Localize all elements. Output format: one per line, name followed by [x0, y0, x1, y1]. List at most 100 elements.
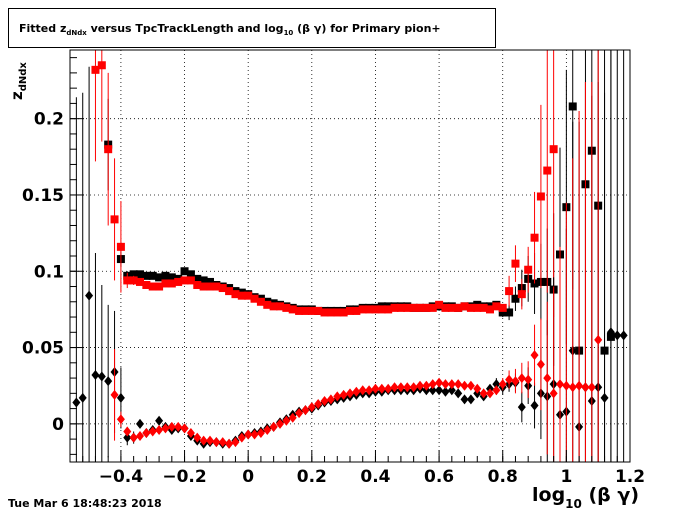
data-point-square — [148, 271, 157, 280]
y-label-main: z — [8, 91, 26, 100]
y-axis-label: zdNdx — [8, 50, 30, 100]
data-point-diamond — [435, 385, 444, 396]
data-point-diamond — [78, 392, 87, 403]
timestamp: Tue Mar 6 18:48:23 2018 — [8, 497, 162, 510]
data-point-square — [180, 267, 189, 276]
data-point-diamond — [473, 383, 482, 394]
data-point-square — [454, 303, 463, 312]
data-point-diamond — [136, 418, 144, 429]
data-point-square — [416, 303, 424, 312]
data-point-diamond — [549, 388, 558, 399]
data-point-diamond — [339, 389, 348, 400]
data-point-diamond — [454, 388, 463, 399]
data-point-square — [244, 291, 253, 300]
data-point-diamond — [167, 421, 176, 432]
data-point-square — [206, 282, 214, 291]
data-point-diamond — [123, 426, 132, 437]
data-point-square — [123, 276, 132, 285]
data-point-diamond — [174, 421, 183, 432]
data-point-square — [352, 306, 361, 315]
data-point-square — [129, 270, 138, 279]
data-point-diamond — [199, 435, 208, 446]
x-label-sub: 10 — [565, 497, 582, 511]
y-tick-label: 0.1 — [34, 262, 64, 282]
chart-title: Fitted zdNdx versus TpcTrackLength and l… — [8, 8, 496, 48]
data-point-diamond — [575, 380, 584, 391]
x-tick-label: 0.4 — [360, 467, 390, 487]
data-point-square — [365, 305, 374, 314]
data-point-diamond — [250, 429, 259, 440]
data-point-square — [167, 279, 176, 288]
chart-axes: −0.4 −0.2 0 0.2 0.4 0.6 0.8 1 1.2 0 0.05 0.1 0.15 0.2 — [22, 57, 645, 487]
data-point-diamond — [428, 385, 437, 396]
data-point-square — [447, 303, 456, 312]
data-point-diamond — [447, 385, 456, 396]
x-label-rest: (β γ) — [581, 484, 640, 506]
data-point-square — [466, 303, 475, 312]
data-point-square — [174, 277, 183, 286]
data-point-square — [199, 282, 208, 291]
chart-marks — [72, 50, 628, 462]
x-label-main: log — [532, 484, 566, 506]
data-point-square — [511, 259, 520, 268]
data-point-diamond — [492, 385, 501, 396]
data-point-diamond — [390, 382, 399, 393]
data-point-square — [180, 276, 189, 285]
y-label-sub: dNdx — [18, 62, 29, 92]
data-point-square — [263, 300, 272, 309]
x-tick-label: 0.2 — [297, 467, 327, 487]
data-point-diamond — [556, 379, 564, 390]
data-point-diamond — [447, 379, 456, 390]
data-point-diamond — [466, 380, 475, 391]
data-point-square — [282, 303, 291, 312]
data-point-square — [104, 145, 113, 154]
data-point-square — [193, 274, 202, 283]
x-tick-label: 0 — [242, 467, 254, 487]
data-point-diamond — [587, 382, 596, 393]
data-point-diamond — [256, 428, 265, 439]
data-point-square — [256, 297, 265, 306]
data-point-square — [186, 276, 195, 285]
data-point-diamond — [365, 385, 374, 396]
data-point-square — [498, 303, 507, 312]
data-point-square — [517, 290, 526, 299]
data-point-square — [136, 270, 144, 279]
data-point-square — [384, 305, 393, 314]
data-point-square — [498, 308, 507, 317]
data-point-diamond — [352, 386, 361, 397]
data-point-diamond — [212, 437, 221, 448]
data-point-square — [339, 308, 348, 317]
data-point-diamond — [295, 408, 304, 419]
data-point-diamond — [377, 383, 386, 394]
data-point-square — [524, 265, 533, 274]
data-point-square — [390, 303, 399, 312]
data-point-diamond — [346, 388, 354, 399]
data-point-diamond — [486, 388, 494, 399]
data-point-diamond — [186, 428, 195, 439]
data-point-diamond — [466, 394, 475, 405]
data-point-diamond — [142, 428, 151, 439]
data-point-diamond — [231, 437, 240, 448]
data-point-diamond — [333, 391, 342, 402]
data-point-diamond — [524, 374, 533, 385]
data-point-diamond — [314, 399, 323, 410]
data-point-square — [435, 300, 444, 309]
data-point-diamond — [600, 392, 609, 403]
data-point-square — [225, 287, 234, 296]
data-point-diamond — [441, 386, 450, 397]
data-point-square — [276, 302, 284, 311]
data-point-square — [422, 303, 431, 312]
data-point-diamond — [543, 373, 552, 384]
title-sub: dNdx — [66, 29, 87, 37]
x-tick-label: −0.2 — [162, 467, 206, 487]
data-point-diamond — [396, 382, 405, 393]
data-point-square — [161, 279, 170, 288]
data-point-diamond — [307, 402, 316, 413]
y-tick-label: 0.05 — [22, 339, 64, 359]
data-point-diamond — [416, 380, 424, 391]
data-point-diamond — [320, 395, 329, 406]
data-point-diamond — [85, 290, 94, 301]
data-point-diamond — [326, 394, 335, 405]
data-point-square — [428, 303, 437, 312]
